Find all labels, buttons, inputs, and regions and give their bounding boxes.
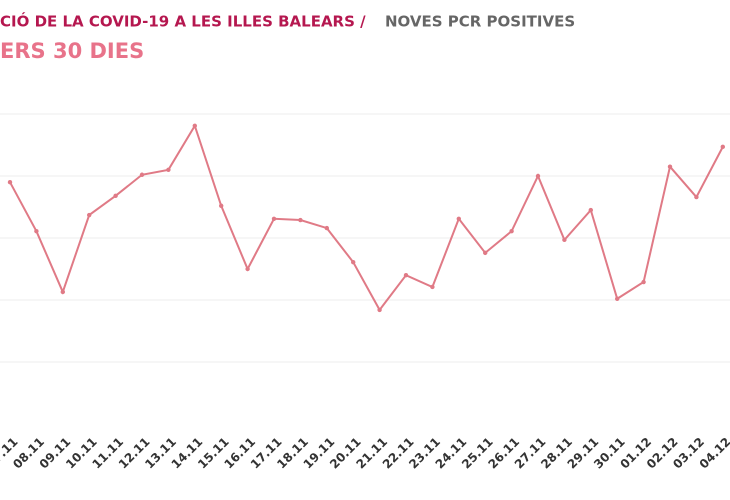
data-point (245, 266, 250, 272)
chart-title-suffix: NOVES PCR POSITIVES (385, 13, 575, 31)
data-point (271, 216, 277, 221)
data-point (7, 180, 13, 185)
chart-subtitle: ERS 30 DIES (0, 39, 144, 63)
data-point (483, 250, 488, 256)
data-point (219, 203, 224, 208)
data-point (562, 237, 567, 243)
data-point (694, 194, 699, 200)
data-point (667, 164, 673, 169)
data-point (324, 225, 329, 231)
data-point (351, 259, 356, 265)
data-point (535, 173, 541, 179)
data-point (377, 307, 382, 313)
data-point (139, 172, 145, 177)
data-point (60, 289, 65, 295)
chart-title: CIÓ DE LA COVID-19 A LES ILLES BALEARS / (0, 12, 366, 31)
data-point (588, 207, 593, 213)
data-point (34, 228, 39, 234)
data-line (9, 123, 724, 312)
data-point (430, 284, 435, 290)
data-point (192, 123, 197, 128)
data-point (509, 228, 514, 234)
data-point (113, 193, 118, 199)
data-point (166, 167, 171, 172)
data-point (403, 273, 409, 278)
data-point (87, 212, 92, 218)
data-point (456, 216, 461, 221)
data-point (298, 217, 303, 223)
data-point (720, 144, 725, 150)
data-point (615, 296, 620, 301)
data-point (641, 279, 646, 285)
